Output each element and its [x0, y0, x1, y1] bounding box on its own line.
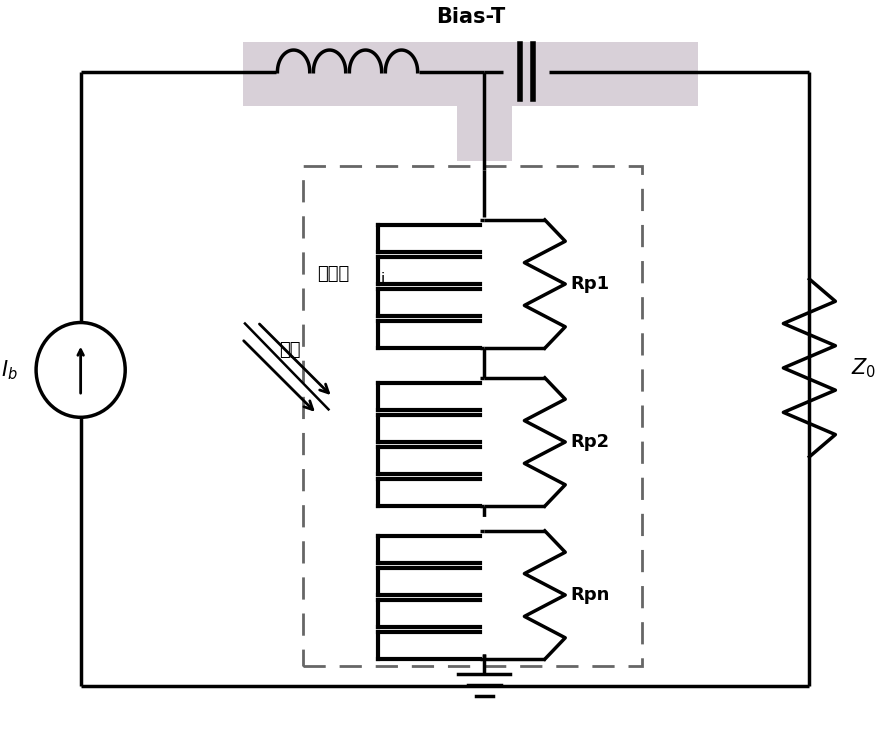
- Text: 光子: 光子: [279, 342, 300, 359]
- Bar: [243, 42, 697, 106]
- Text: i: i: [380, 272, 384, 286]
- Bar: [456, 106, 512, 160]
- Text: Bias-T: Bias-T: [435, 7, 504, 27]
- Text: Rp1: Rp1: [570, 275, 610, 293]
- Text: Rpn: Rpn: [570, 586, 610, 604]
- Circle shape: [36, 322, 125, 417]
- Text: Rp2: Rp2: [570, 433, 610, 451]
- Text: 纳米线: 纳米线: [317, 265, 349, 283]
- Text: $I_b$: $I_b$: [1, 358, 18, 382]
- Text: $Z_0$: $Z_0$: [850, 356, 875, 380]
